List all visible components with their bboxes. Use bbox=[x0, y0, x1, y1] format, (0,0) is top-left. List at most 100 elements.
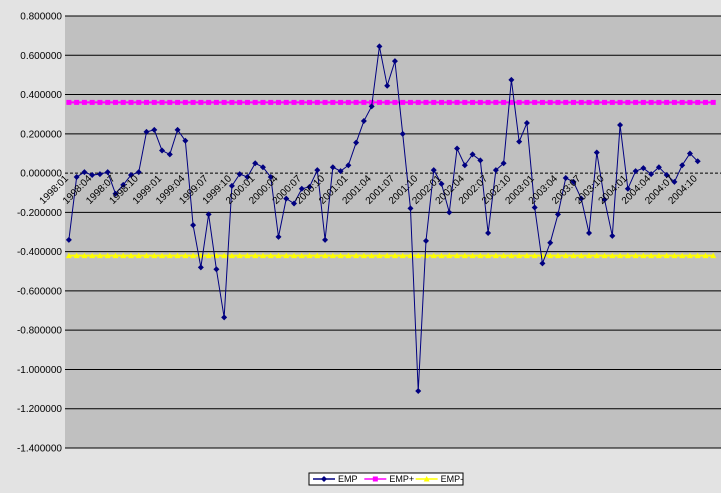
emp-plus-marker bbox=[431, 99, 437, 105]
emp-data-point bbox=[143, 128, 150, 135]
emp-data-point bbox=[259, 164, 266, 171]
emp-plus-marker bbox=[213, 99, 219, 105]
emp-data-point bbox=[368, 103, 375, 110]
emp-minus-marker bbox=[663, 252, 670, 259]
emp-plus-marker bbox=[578, 99, 584, 105]
emp-minus-marker bbox=[376, 252, 383, 259]
y-tick-label: -1.000000 bbox=[17, 365, 62, 376]
emp-data-point bbox=[337, 168, 344, 175]
emp-data-point bbox=[539, 260, 546, 267]
emp-minus-marker bbox=[508, 252, 515, 259]
emp-plus-marker bbox=[353, 99, 359, 105]
emp-plus-marker bbox=[369, 99, 375, 105]
emp-data-point bbox=[655, 164, 662, 171]
emp-minus-marker bbox=[547, 252, 554, 259]
emp-data-point bbox=[345, 162, 352, 169]
emp-minus-marker bbox=[399, 252, 406, 259]
emp-data-point bbox=[407, 205, 414, 212]
emp-minus-marker bbox=[306, 252, 313, 259]
emp-minus-marker bbox=[96, 252, 103, 259]
emp-plus-marker bbox=[252, 99, 258, 105]
emp-plus-marker bbox=[74, 99, 80, 105]
emp-plus-marker bbox=[462, 99, 468, 105]
emp-data-point bbox=[360, 118, 367, 125]
emp-data-point bbox=[570, 178, 577, 185]
plot-area bbox=[65, 16, 721, 448]
emp-plus-marker bbox=[151, 99, 157, 105]
emp-minus-marker bbox=[516, 252, 523, 259]
emp-plus-marker bbox=[617, 99, 623, 105]
emp-minus-marker bbox=[702, 252, 709, 259]
emp-minus-marker bbox=[205, 252, 212, 259]
emp-plus-marker bbox=[570, 99, 576, 105]
emp-plus-marker bbox=[671, 99, 677, 105]
emp-plus-marker bbox=[322, 99, 328, 105]
emp-plus-marker bbox=[664, 99, 670, 105]
emp-minus-marker bbox=[415, 252, 422, 259]
emp-data-point bbox=[632, 168, 639, 175]
emp-minus-marker bbox=[345, 252, 352, 259]
y-tick-label: 0.800000 bbox=[20, 12, 62, 23]
emp-plus-marker bbox=[97, 99, 103, 105]
emp-data-point bbox=[236, 171, 243, 178]
emp-plus-marker bbox=[439, 99, 445, 105]
emp-minus-marker bbox=[267, 252, 274, 259]
emp-plus-marker bbox=[221, 99, 227, 105]
emp-minus-marker bbox=[686, 252, 693, 259]
emp-plus-marker bbox=[477, 99, 483, 105]
emp-plus-marker bbox=[563, 99, 569, 105]
emp-plus-marker bbox=[446, 99, 452, 105]
emp-data-point bbox=[306, 183, 313, 190]
emp-plus-marker bbox=[299, 99, 305, 105]
emp-minus-marker bbox=[485, 252, 492, 259]
emp-data-point bbox=[151, 126, 158, 133]
emp-plus-marker bbox=[547, 99, 553, 105]
emp-data-point bbox=[314, 167, 321, 174]
emp-plus-marker bbox=[594, 99, 600, 105]
emp-data-point bbox=[166, 151, 173, 158]
emp-minus-marker bbox=[648, 252, 655, 259]
emp-minus-marker bbox=[174, 252, 181, 259]
emp-minus-marker bbox=[368, 252, 375, 259]
emp-plus-marker bbox=[159, 99, 165, 105]
emp-minus-marker bbox=[391, 252, 398, 259]
emp-plus-marker bbox=[182, 99, 188, 105]
emp-data-point bbox=[469, 151, 476, 158]
emp-minus-marker bbox=[135, 252, 142, 259]
emp-data-point bbox=[640, 165, 647, 172]
emp-plus-marker bbox=[407, 99, 413, 105]
emp-minus-marker bbox=[182, 252, 189, 259]
emp-plus-marker bbox=[89, 99, 95, 105]
emp-data-point bbox=[112, 190, 119, 197]
emp-minus-marker bbox=[236, 252, 243, 259]
y-tick-label: 0.600000 bbox=[20, 51, 62, 62]
emp-data-point bbox=[593, 149, 600, 156]
emp-minus-marker bbox=[151, 252, 158, 259]
emp-plus-marker bbox=[656, 99, 662, 105]
emp-minus-marker bbox=[469, 252, 476, 259]
emp-plus-marker bbox=[128, 99, 134, 105]
emp-plus-marker bbox=[586, 99, 592, 105]
emp-minus-marker bbox=[314, 252, 321, 259]
emp-minus-marker bbox=[360, 252, 367, 259]
emp-plus-marker bbox=[66, 99, 72, 105]
emp-plus-marker bbox=[392, 99, 398, 105]
emp-data-point bbox=[329, 164, 336, 171]
emp-minus-marker bbox=[104, 252, 111, 259]
emp-minus-marker bbox=[500, 252, 507, 259]
emp-data-point bbox=[135, 169, 142, 176]
y-tick-label: 0.200000 bbox=[20, 129, 62, 140]
emp-data-point bbox=[508, 76, 515, 83]
emp-plus-marker bbox=[602, 99, 608, 105]
emp-data-point bbox=[391, 58, 398, 65]
emp-data-point bbox=[197, 264, 204, 271]
emp-data-point bbox=[228, 182, 235, 189]
emp-minus-marker bbox=[283, 252, 290, 259]
emp-plus-marker bbox=[640, 99, 646, 105]
emp-plus-marker bbox=[229, 99, 235, 105]
emp-minus-marker bbox=[461, 252, 468, 259]
emp-plus-marker bbox=[710, 99, 716, 105]
emp-data-point bbox=[89, 172, 96, 179]
emp-plus-marker bbox=[648, 99, 654, 105]
emp-data-point bbox=[190, 222, 197, 229]
